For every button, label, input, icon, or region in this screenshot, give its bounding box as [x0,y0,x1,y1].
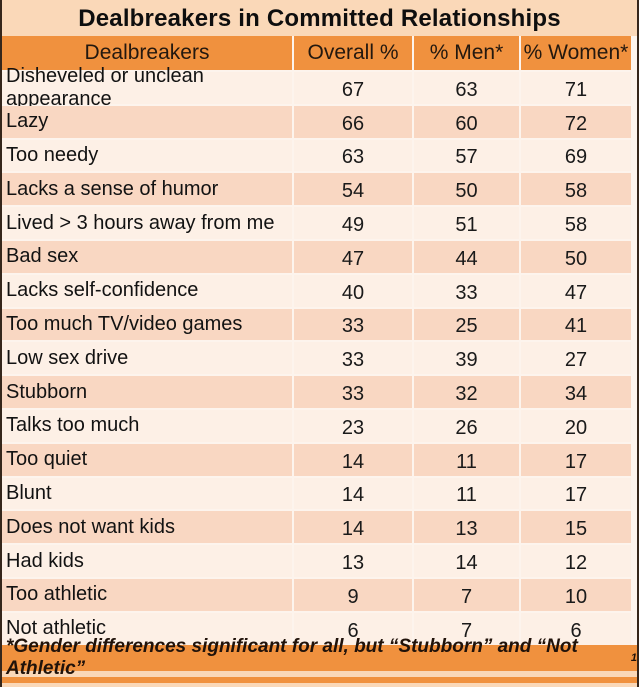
value-overall: 6 [294,612,412,645]
row-label: Too athletic [2,578,292,611]
row-label: Does not want kids [2,511,292,544]
value-men: 33 [414,274,519,307]
value-women: 12 [521,545,631,577]
value-women: 34 [521,376,631,408]
row-label: Too much TV/video games [2,308,292,341]
row-label: Low sex drive [2,342,292,375]
value-overall: 14 [294,443,412,476]
value-overall: 33 [294,342,412,375]
bottom-spacer [2,670,637,677]
value-women: 10 [521,578,631,611]
value-overall: 40 [294,274,412,307]
value-men: 50 [414,173,519,206]
value-overall: 14 [294,477,412,510]
value-overall: 33 [294,376,412,408]
value-overall: 13 [294,545,412,577]
value-men: 25 [414,308,519,341]
value-men: 39 [414,342,519,375]
value-overall: 33 [294,308,412,341]
value-women: 58 [521,207,631,239]
value-overall: 67 [294,72,412,104]
column-header-women: % Women* [521,36,631,70]
row-label: Talks too much [2,409,292,442]
value-men: 11 [414,477,519,510]
value-men: 7 [414,578,519,611]
value-women: 41 [521,308,631,341]
bottom-accent-bar [2,676,637,683]
column-header-dealbreakers: Dealbreakers [2,36,292,70]
value-women: 69 [521,139,631,172]
column-header-men: % Men* [414,36,519,70]
page-title: Dealbreakers in Committed Relationships [78,5,561,32]
value-women: 20 [521,409,631,442]
row-label: Bad sex [2,240,292,273]
row-label: Too needy [2,139,292,172]
value-overall: 66 [294,105,412,138]
value-overall: 47 [294,240,412,273]
value-overall: 54 [294,173,412,206]
row-label: Disheveled or unclean appearance [2,65,292,110]
value-overall: 63 [294,139,412,172]
footnote-bar: *Gender differences significant for all,… [2,636,637,679]
row-label: Lacks self-confidence [2,274,292,307]
value-overall: 14 [294,511,412,544]
value-men: 57 [414,139,519,172]
value-women: 27 [521,342,631,375]
value-men: 63 [414,72,519,104]
value-men: 51 [414,207,519,239]
value-women: 71 [521,72,631,104]
value-men: 26 [414,409,519,442]
value-overall: 9 [294,578,412,611]
value-women: 15 [521,511,631,544]
value-overall: 49 [294,207,412,239]
row-label: Lacks a sense of humor [2,173,292,206]
value-women: 58 [521,173,631,206]
value-women: 72 [521,105,631,138]
value-men: 13 [414,511,519,544]
value-men: 14 [414,545,519,577]
value-women: 17 [521,443,631,476]
row-label: Lazy [2,105,292,138]
value-men: 11 [414,443,519,476]
row-label: Stubborn [2,376,292,408]
value-women: 50 [521,240,631,273]
value-men: 44 [414,240,519,273]
value-women: 6 [521,612,631,645]
value-overall: 23 [294,409,412,442]
value-women: 17 [521,477,631,510]
row-label: Blunt [2,477,292,510]
dealbreakers-table: Dealbreakers Overall % % Men* % Women* D… [2,36,637,645]
row-label: Too quiet [2,443,292,476]
footnote-text: *Gender differences significant for all,… [6,635,578,679]
row-label: Had kids [2,545,292,577]
row-label: Lived > 3 hours away from me [2,207,292,239]
value-women: 47 [521,274,631,307]
column-header-overall: Overall % [294,36,412,70]
value-men: 7 [414,612,519,645]
value-men: 60 [414,105,519,138]
row-label: Not athletic [2,612,292,645]
value-men: 32 [414,376,519,408]
